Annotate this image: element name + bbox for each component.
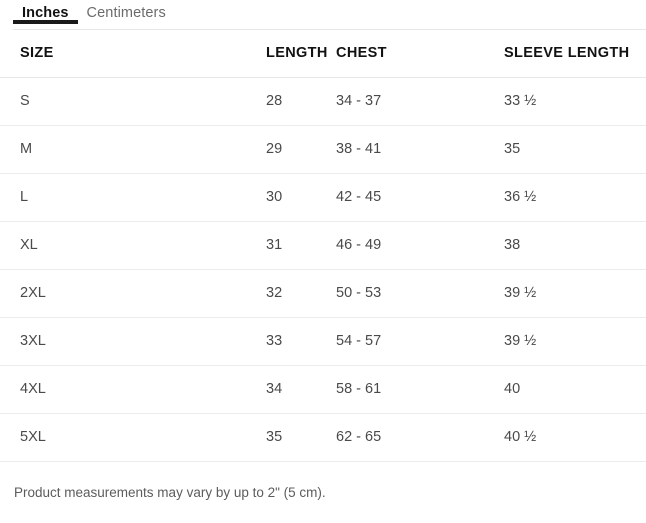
cell-size: 2XL [0, 269, 123, 318]
cell-size: 4XL [0, 365, 123, 414]
column-header-size: SIZE [0, 30, 123, 78]
cell-chest: 46 - 49 [318, 221, 486, 270]
cell-size: M [0, 125, 123, 174]
cell-size: XL [0, 221, 123, 270]
tab-centimeters-label: Centimeters [86, 5, 166, 21]
tab-centimeters[interactable]: Centimeters [78, 0, 175, 21]
cell-length: 28 [123, 77, 318, 126]
unit-tabs: Inches Centimeters [0, 0, 646, 30]
cell-size: 3XL [0, 317, 123, 366]
cell-length: 31 [123, 221, 318, 270]
cell-size: 5XL [0, 413, 123, 462]
size-table-wrapper: SIZE LENGTH CHEST SLEEVE LENGTH S 28 34 … [0, 30, 646, 462]
size-table: SIZE LENGTH CHEST SLEEVE LENGTH S 28 34 … [0, 30, 646, 462]
column-header-chest: CHEST [318, 30, 486, 78]
cell-sleeve-length: 40 [486, 365, 646, 414]
cell-sleeve-length: 33 ½ [486, 77, 646, 126]
measurement-disclaimer: Product measurements may vary by up to 2… [14, 484, 326, 500]
tab-inches[interactable]: Inches [13, 0, 78, 23]
cell-chest: 62 - 65 [318, 413, 486, 462]
table-row: M 29 38 - 41 35 [0, 125, 646, 174]
table-row: S 28 34 - 37 33 ½ [0, 77, 646, 126]
cell-sleeve-length: 40 ½ [486, 413, 646, 462]
column-header-sleeve-length: SLEEVE LENGTH [486, 30, 646, 78]
cell-size: S [0, 77, 123, 126]
cell-chest: 58 - 61 [318, 365, 486, 414]
table-row: L 30 42 - 45 36 ½ [0, 173, 646, 222]
cell-sleeve-length: 36 ½ [486, 173, 646, 222]
table-body: S 28 34 - 37 33 ½ M 29 38 - 41 35 L 30 4… [0, 77, 646, 462]
table-row: 3XL 33 54 - 57 39 ½ [0, 317, 646, 366]
table-row: 4XL 34 58 - 61 40 [0, 365, 646, 414]
column-header-length: LENGTH [123, 30, 327, 78]
cell-chest: 38 - 41 [318, 125, 486, 174]
cell-chest: 50 - 53 [318, 269, 486, 318]
cell-length: 35 [123, 413, 318, 462]
cell-length: 34 [123, 365, 318, 414]
tab-inches-label: Inches [22, 5, 69, 21]
cell-sleeve-length: 39 ½ [486, 317, 646, 366]
cell-length: 33 [123, 317, 318, 366]
cell-sleeve-length: 39 ½ [486, 269, 646, 318]
table-row: XL 31 46 - 49 38 [0, 221, 646, 270]
cell-length: 29 [123, 125, 318, 174]
cell-sleeve-length: 38 [486, 221, 646, 270]
cell-size: L [0, 173, 123, 222]
cell-length: 32 [123, 269, 318, 318]
table-header: SIZE LENGTH CHEST SLEEVE LENGTH [0, 30, 646, 78]
cell-chest: 34 - 37 [318, 77, 486, 126]
table-header-row: SIZE LENGTH CHEST SLEEVE LENGTH [0, 30, 646, 78]
cell-chest: 42 - 45 [318, 173, 486, 222]
cell-sleeve-length: 35 [486, 125, 646, 174]
table-row: 2XL 32 50 - 53 39 ½ [0, 269, 646, 318]
table-row: 5XL 35 62 - 65 40 ½ [0, 413, 646, 462]
cell-chest: 54 - 57 [318, 317, 486, 366]
cell-length: 30 [123, 173, 318, 222]
